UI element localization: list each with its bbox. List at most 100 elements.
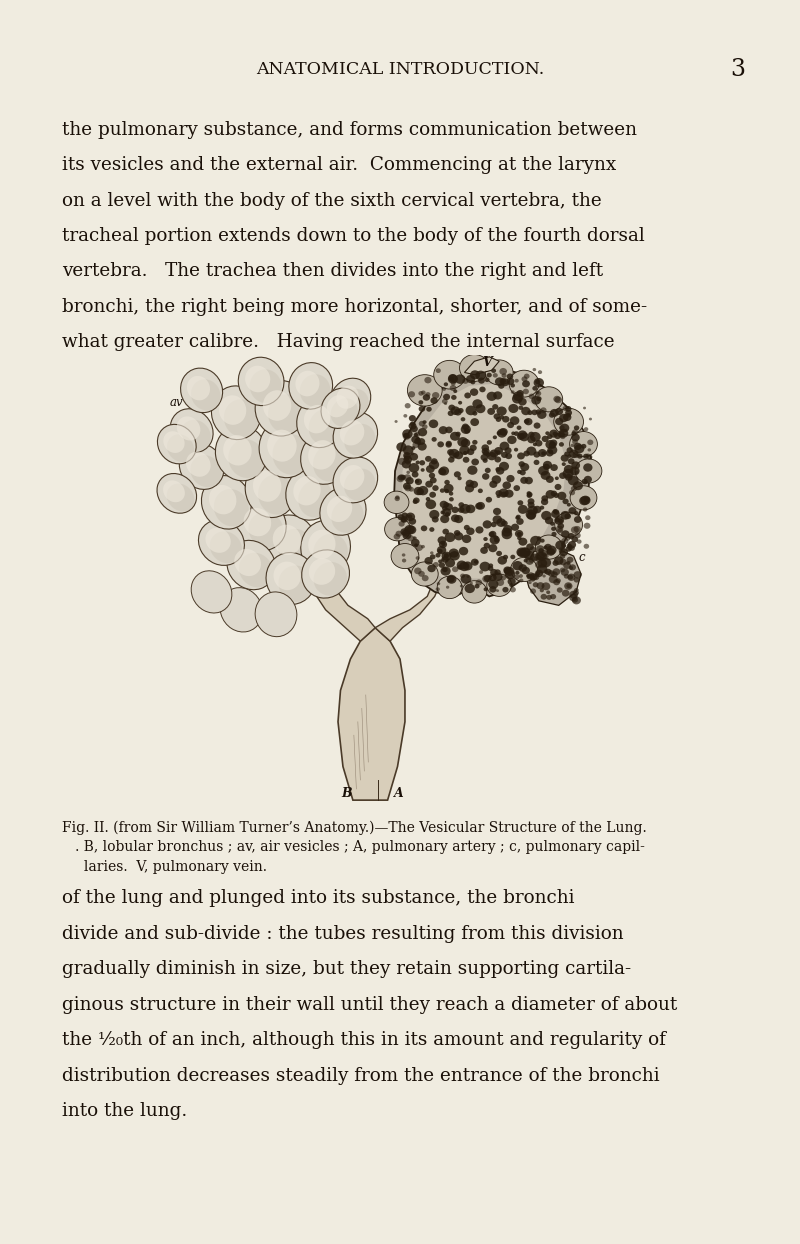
Circle shape [572,597,578,602]
Circle shape [451,515,459,522]
Circle shape [560,554,566,559]
Circle shape [571,462,580,469]
Circle shape [533,582,538,587]
Ellipse shape [186,452,210,476]
Circle shape [489,531,494,537]
Circle shape [520,463,530,471]
Circle shape [499,378,506,384]
Circle shape [555,578,561,583]
Ellipse shape [313,444,348,481]
Text: on a level with the body of the sixth cervical vertebra, the: on a level with the body of the sixth ce… [62,192,602,209]
Circle shape [464,564,469,569]
Circle shape [531,409,538,415]
Circle shape [570,466,580,475]
Circle shape [586,454,590,458]
Circle shape [502,415,510,423]
Circle shape [427,565,436,572]
Circle shape [506,373,514,379]
Circle shape [454,530,460,536]
Circle shape [538,549,544,554]
Circle shape [524,559,528,562]
Text: the ¹⁄₂₀th of an inch, although this in its amount and regularity of: the ¹⁄₂₀th of an inch, although this in … [62,1031,666,1049]
Circle shape [497,429,507,438]
Ellipse shape [181,368,222,413]
Circle shape [496,417,501,422]
Circle shape [530,546,536,552]
Circle shape [445,559,455,567]
Circle shape [514,432,519,435]
Circle shape [501,576,506,581]
Circle shape [513,561,523,571]
Circle shape [532,573,539,580]
Circle shape [536,397,542,401]
Text: av: av [170,396,183,409]
Circle shape [508,404,518,413]
Circle shape [435,552,441,557]
Circle shape [430,397,438,404]
Circle shape [444,480,450,485]
Circle shape [522,377,527,382]
Circle shape [527,435,535,443]
Circle shape [567,573,575,581]
Circle shape [526,573,530,577]
Ellipse shape [308,530,335,560]
Circle shape [440,515,450,524]
Circle shape [402,554,406,556]
Circle shape [535,561,542,569]
Circle shape [535,391,542,396]
Circle shape [413,536,416,539]
Circle shape [538,559,547,567]
Circle shape [586,454,592,460]
Circle shape [583,508,587,511]
Circle shape [507,577,516,585]
Circle shape [414,567,422,575]
Circle shape [527,411,533,415]
Circle shape [462,535,471,544]
Circle shape [550,409,558,417]
Ellipse shape [198,520,245,565]
Circle shape [432,485,438,491]
Circle shape [404,454,410,459]
Circle shape [442,529,449,535]
Circle shape [554,397,562,403]
Circle shape [488,564,493,567]
Circle shape [517,453,525,459]
Circle shape [493,373,498,378]
Circle shape [497,407,506,415]
Circle shape [518,406,523,411]
Circle shape [495,490,502,496]
Circle shape [440,489,445,493]
Circle shape [502,587,509,592]
Circle shape [580,495,590,505]
Circle shape [529,559,534,562]
Circle shape [421,391,426,394]
Circle shape [526,511,536,520]
Circle shape [396,443,406,452]
Circle shape [470,444,477,452]
Ellipse shape [295,371,319,397]
Ellipse shape [321,388,360,428]
Circle shape [517,547,527,557]
Circle shape [535,379,540,384]
Circle shape [505,570,515,580]
Circle shape [543,460,552,469]
Circle shape [443,503,450,508]
Text: the pulmonary substance, and forms communication between: the pulmonary substance, and forms commu… [62,121,638,138]
Circle shape [501,520,508,526]
Ellipse shape [259,419,313,478]
Ellipse shape [206,527,230,552]
Circle shape [432,392,439,398]
Circle shape [398,474,405,480]
Circle shape [452,379,457,383]
Text: laries.  V, pulmonary vein.: laries. V, pulmonary vein. [62,860,267,873]
Circle shape [438,562,445,569]
Circle shape [442,399,448,404]
Circle shape [566,448,573,453]
Circle shape [571,486,577,491]
Circle shape [549,442,557,449]
Circle shape [395,531,402,536]
Circle shape [582,479,588,484]
Circle shape [482,448,490,455]
Circle shape [490,521,497,527]
Circle shape [408,391,415,397]
